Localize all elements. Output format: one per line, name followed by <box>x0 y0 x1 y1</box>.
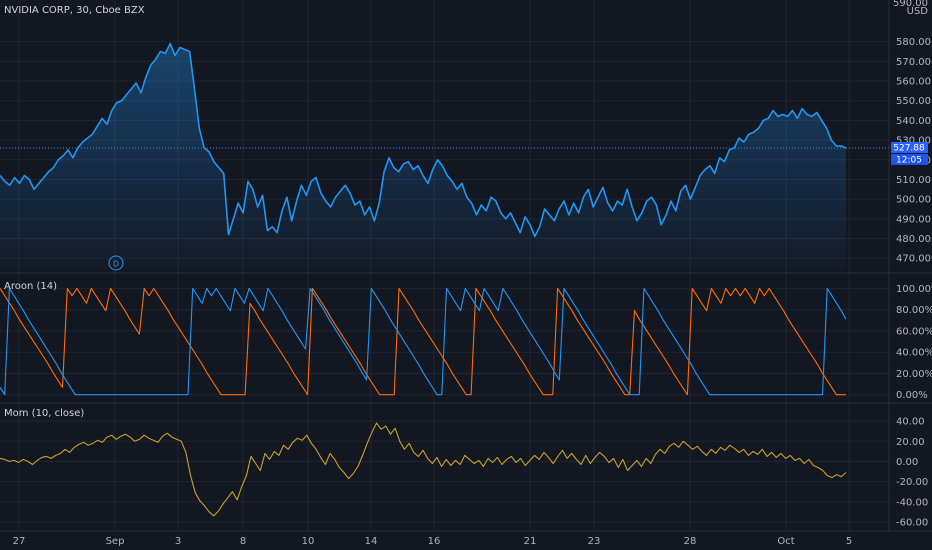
currency-label: USD <box>907 6 929 17</box>
y-tick-label: 0.00 <box>896 457 918 468</box>
x-tick-label: 21 <box>524 536 537 547</box>
y-tick-label: 60.00% <box>896 326 932 337</box>
x-tick-label: 27 <box>13 536 26 547</box>
aroon-up-line <box>0 287 846 396</box>
x-tick-label: 5 <box>846 536 852 547</box>
symbol-title: NVIDIA CORP, 30, Cboe BZX <box>4 5 145 16</box>
y-tick-label: 470.00 <box>896 254 931 265</box>
x-tick-label: Oct <box>777 536 794 547</box>
x-tick-label: 8 <box>240 536 246 547</box>
time-axis[interactable]: 27 Sep 3 8 10 14 16 21 23 28 Oct 5 <box>13 536 853 547</box>
event-marker[interactable]: D <box>108 255 124 271</box>
price-line <box>0 42 847 238</box>
aroon-pane[interactable] <box>0 287 847 396</box>
countdown-tag: 12:05 <box>891 153 928 165</box>
y-tick-label: 570.00 <box>896 57 931 68</box>
y-tick-label: 80.00% <box>896 305 932 316</box>
x-tick-label: Sep <box>106 536 125 547</box>
y-tick-label: 500.00 <box>896 195 931 206</box>
aroon-down-line <box>0 287 847 396</box>
momentum-line <box>0 422 847 517</box>
top-price-label: 590.00 <box>893 0 928 9</box>
y-tick-label: -60.00 <box>896 517 928 528</box>
event-marker-label: D <box>113 260 119 269</box>
countdown-value: 12:05 <box>896 155 922 165</box>
last-price-tag: 527.88 <box>891 141 928 153</box>
y-tick-label: 100.00% <box>896 284 932 295</box>
x-tick-label: 14 <box>365 536 378 547</box>
last-price-value: 527.88 <box>893 143 925 153</box>
y-tick-label: 510.00 <box>896 175 931 186</box>
y-tick-label: 580.00 <box>896 37 931 48</box>
y-tick-label: -20.00 <box>896 477 928 488</box>
x-tick-label: 16 <box>428 536 441 547</box>
y-tick-label: 550.00 <box>896 96 931 107</box>
y-tick-label: 530.00 <box>896 136 931 147</box>
y-tick-label: -40.00 <box>896 497 928 508</box>
price-pane[interactable] <box>0 42 889 270</box>
y-tick-label: 20.00 <box>896 437 925 448</box>
y-tick-label: 490.00 <box>896 214 931 225</box>
momentum-pane[interactable] <box>0 422 847 517</box>
x-tick-label: 28 <box>684 536 697 547</box>
x-tick-label: 23 <box>588 536 601 547</box>
y-tick-label: 40.00 <box>896 417 925 428</box>
x-tick-label: 3 <box>175 536 181 547</box>
x-tick-label: 10 <box>302 536 315 547</box>
y-tick-label: 40.00% <box>896 348 932 359</box>
y-tick-label: 0.00% <box>896 390 928 401</box>
price-area-fill <box>0 43 846 270</box>
momentum-title: Mom (10, close) <box>4 408 84 419</box>
y-tick-label: 560.00 <box>896 77 931 88</box>
y-tick-label: 20.00% <box>896 369 932 380</box>
aroon-title: Aroon (14) <box>4 281 57 292</box>
y-tick-label: 540.00 <box>896 116 931 127</box>
y-tick-label: 480.00 <box>896 234 931 245</box>
